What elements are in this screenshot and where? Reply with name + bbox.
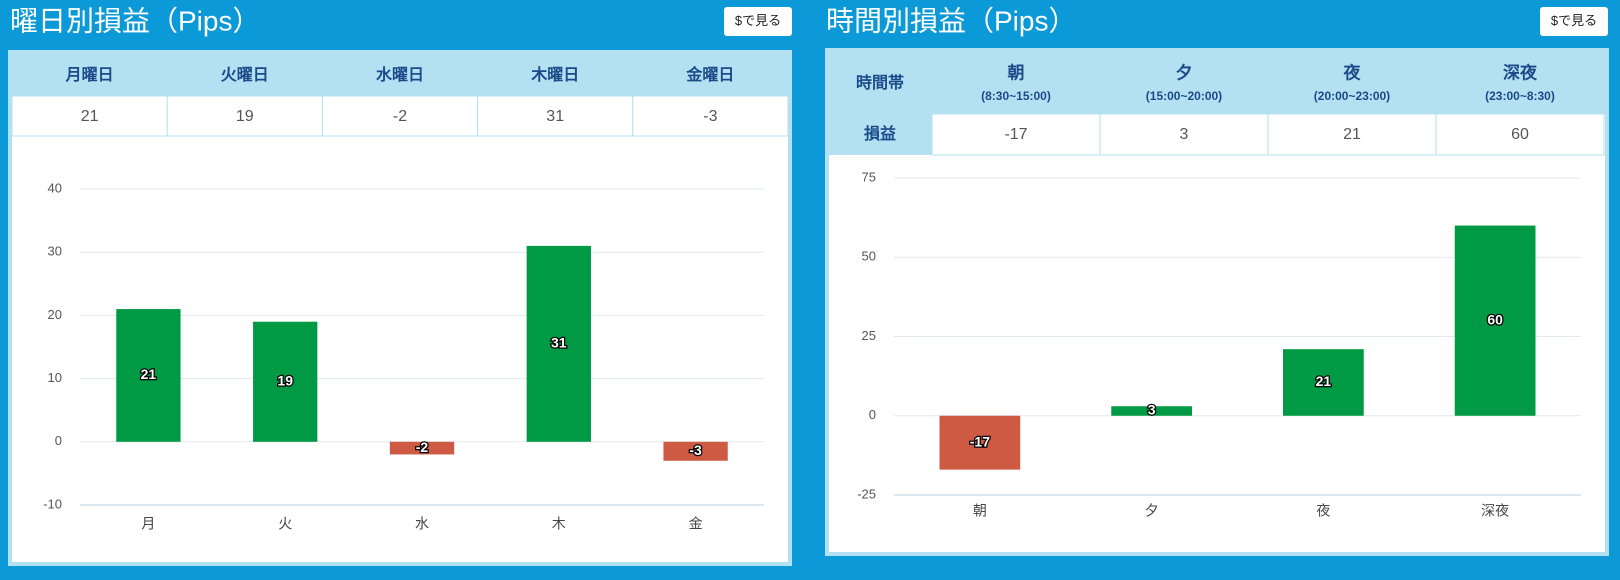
x-tick-label: 夜 [1316, 503, 1330, 519]
button-label[interactable]: $で見る [735, 13, 781, 28]
y-tick-label: 0 [869, 407, 876, 422]
table-value: 31 [546, 108, 564, 125]
table-value: 60 [1511, 126, 1529, 143]
panel-title: 時間別損益（Pips） [826, 5, 1076, 36]
panel-title: 曜日別損益（Pips） [10, 5, 260, 36]
y-tick-label: 20 [48, 307, 62, 322]
table-header-cell: 夕 [1176, 62, 1193, 82]
table-header-cell: 月曜日 [65, 66, 114, 84]
table-header-cell: 深夜 [1503, 62, 1538, 82]
table-value: 19 [236, 108, 254, 125]
table-header-sub: (8:30~15:00) [981, 89, 1051, 103]
table-cell [1435, 113, 1605, 156]
data-label: -3 [689, 442, 702, 458]
table-cell [1267, 113, 1437, 156]
bar [1111, 406, 1192, 416]
x-tick-label: 水 [415, 516, 429, 532]
table-header-cell: 夜 [1343, 62, 1362, 82]
x-tick-label: 金 [689, 516, 703, 532]
table-header [829, 52, 1605, 114]
bar [116, 309, 181, 442]
button[interactable] [1540, 7, 1608, 36]
bar [939, 415, 1021, 470]
x-tick-label: 月 [141, 516, 155, 532]
y-tick-label: 40 [48, 180, 62, 195]
chart-area [12, 54, 788, 562]
y-tick-label: -10 [43, 496, 62, 511]
table-header-sub: (15:00~20:00) [1146, 89, 1222, 103]
table-header-cell: 水曜日 [376, 65, 424, 84]
table-header-cell: 木曜日 [530, 65, 579, 84]
bar [1454, 225, 1536, 416]
bar [1283, 349, 1364, 416]
y-tick-label: 0 [55, 433, 62, 448]
data-label: 3 [1148, 402, 1156, 418]
y-tick-label: 75 [862, 169, 876, 184]
bar [526, 245, 591, 442]
y-tick-label: 10 [48, 370, 62, 385]
x-tick-label: 深夜 [1481, 503, 1509, 519]
table-cell [166, 95, 323, 137]
table-header-cell: 金曜日 [685, 65, 734, 84]
y-tick-label: 50 [862, 249, 876, 264]
table-cell [1099, 113, 1269, 156]
table-cell [632, 95, 789, 137]
table-value: -3 [703, 108, 717, 125]
x-tick-label: 朝 [973, 503, 987, 519]
bar [663, 441, 728, 461]
button-label[interactable]: $で見る [1551, 13, 1597, 28]
table-header-sub: (23:00~8:30) [1485, 89, 1555, 103]
table-header-cell: 火曜日 [221, 66, 269, 84]
table-cell [931, 113, 1101, 156]
table-value: -17 [1004, 126, 1027, 143]
table-header [12, 54, 788, 96]
data-label: 21 [1316, 373, 1332, 389]
data-label: 60 [1487, 311, 1503, 327]
x-tick-label: 火 [278, 516, 292, 532]
table-row-label: 損益 [864, 124, 896, 143]
bar [253, 321, 318, 442]
table-header-sub: (20:00~23:00) [1314, 89, 1390, 103]
y-tick-label: 30 [48, 244, 62, 259]
data-label: -17 [970, 433, 990, 449]
data-label: 31 [551, 335, 567, 351]
x-tick-label: 夕 [1145, 503, 1159, 519]
y-tick-label: 25 [862, 328, 876, 343]
table-value: 21 [81, 108, 99, 125]
table-value: 3 [1180, 126, 1189, 143]
table-value: 21 [1343, 126, 1361, 143]
data-label: 19 [277, 372, 293, 388]
table-header-cell: 朝 [1008, 62, 1025, 82]
button[interactable] [724, 7, 792, 36]
data-label: 21 [141, 366, 157, 382]
y-tick-label: -25 [857, 486, 876, 501]
bar [389, 441, 455, 455]
table-value: -2 [393, 108, 407, 125]
table-label-col [829, 114, 932, 155]
x-tick-label: 木 [552, 516, 566, 532]
table-row-label: 時間帯 [856, 73, 904, 92]
data-label: -2 [416, 439, 429, 455]
